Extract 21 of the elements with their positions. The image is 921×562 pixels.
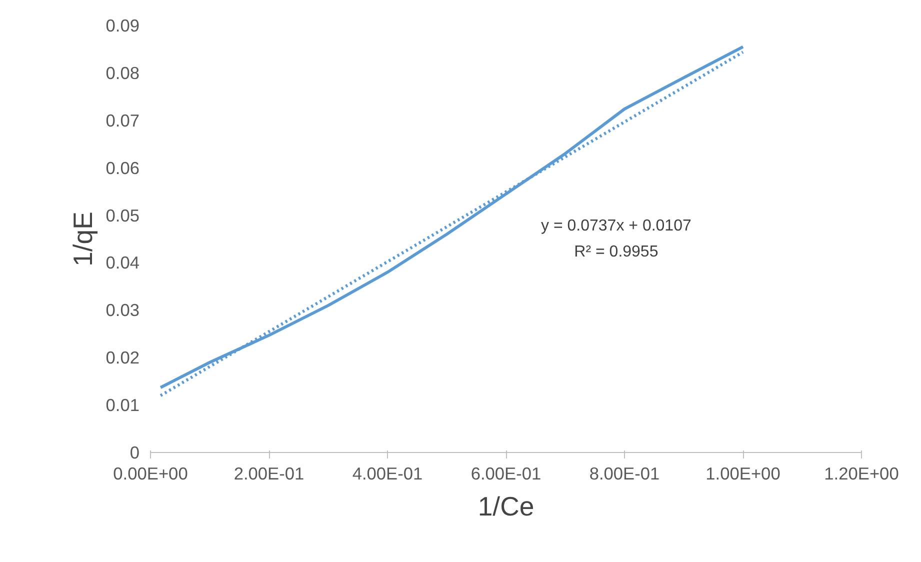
y-tick-label: 0.07: [106, 110, 140, 130]
x-tick-label: 2.00E-01: [234, 464, 304, 484]
annotation: R² = 0.9955: [574, 243, 658, 260]
y-tick-label: 0.06: [106, 158, 140, 178]
y-tick-label: 0.05: [106, 205, 140, 226]
y-tick-label: 0.08: [106, 62, 140, 83]
y-tick-label: 0.04: [106, 252, 140, 273]
x-axis-title: 1/Ce: [478, 492, 534, 522]
x-tick-label: 1.20E+00: [824, 464, 899, 484]
annotation: y = 0.0737x + 0.0107: [541, 218, 692, 235]
y-tick-label: 0: [130, 442, 140, 462]
y-tick-label: 0.09: [106, 16, 140, 36]
y-tick-label: 0.01: [106, 395, 140, 416]
y-tick-label: 0.02: [106, 348, 140, 368]
y-axis-title: 1/qE: [68, 212, 98, 266]
x-tick-label: 6.00E-01: [470, 464, 542, 484]
x-tick-label: 1.00E+00: [706, 464, 780, 484]
x-tick-label: 0.00E+00: [113, 464, 188, 484]
x-tick-label: 4.00E-01: [352, 464, 423, 484]
x-tick-label: 8.00E-01: [589, 464, 660, 484]
y-tick-label: 0.03: [106, 300, 140, 320]
